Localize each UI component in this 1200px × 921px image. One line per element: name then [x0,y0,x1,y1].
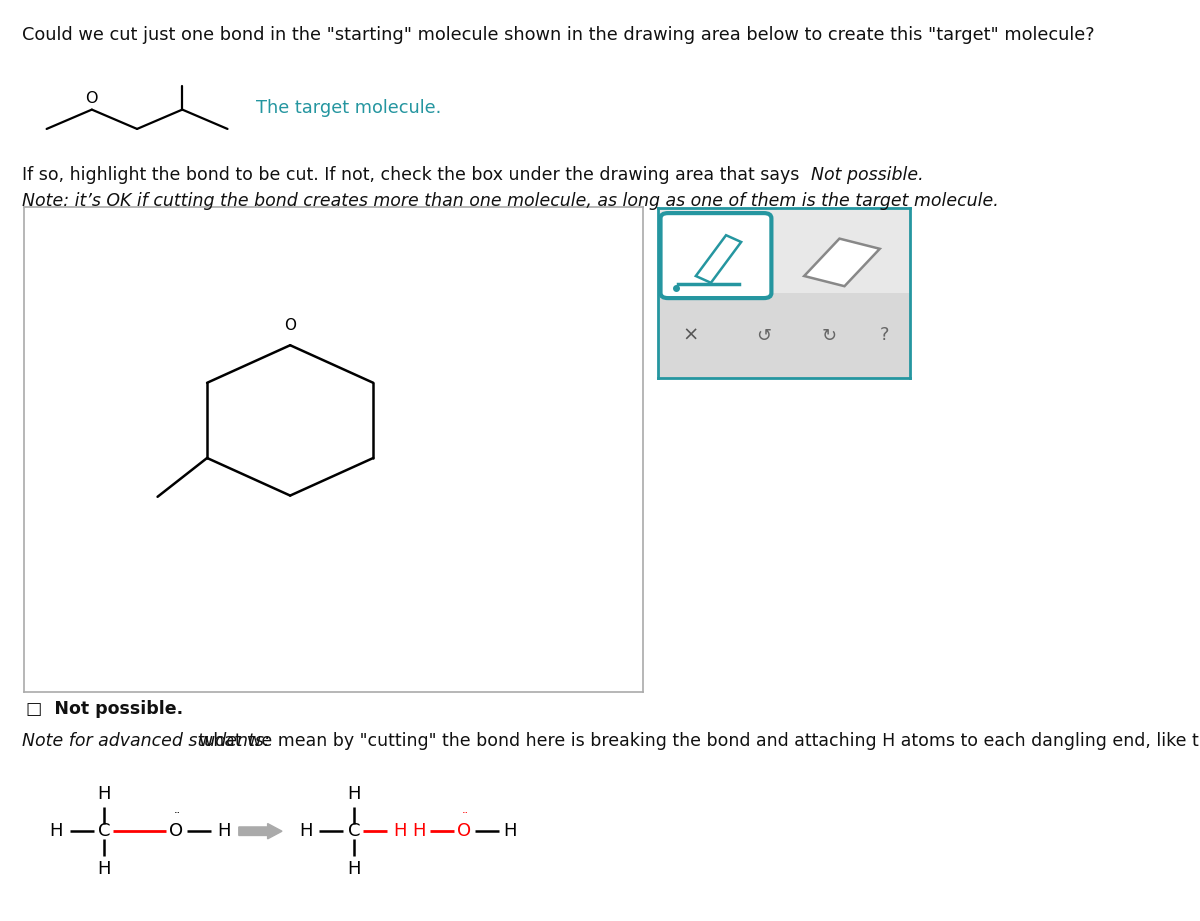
Text: C: C [98,822,110,840]
Text: H: H [392,822,407,840]
Text: H: H [299,822,313,840]
Text: ?: ? [880,327,889,344]
Text: H: H [217,822,232,840]
Text: O: O [457,822,472,840]
Text: ¨: ¨ [173,811,180,824]
Text: ↺: ↺ [756,327,772,344]
Text: H: H [412,822,426,840]
FancyArrow shape [239,823,282,839]
Text: O: O [169,822,184,840]
Bar [658,293,910,378]
Text: Not possible.: Not possible. [811,166,924,184]
Text: C: C [348,822,360,840]
Text: H: H [347,785,361,803]
Text: ¨: ¨ [461,811,468,824]
Text: Could we cut just one bond in the "starting" molecule shown in the drawing area : Could we cut just one bond in the "start… [22,26,1094,44]
Text: O: O [85,91,98,106]
Text: H: H [503,822,517,840]
Polygon shape [696,235,742,283]
Text: what we mean by "cutting" the bond here is breaking the bond and attaching H ato: what we mean by "cutting" the bond here … [199,732,1200,751]
Text: □  Not possible.: □ Not possible. [26,700,184,718]
Text: ↻: ↻ [822,327,836,344]
Text: Note for advanced students:: Note for advanced students: [22,732,275,751]
Text: H: H [347,859,361,878]
Text: O: O [284,318,296,333]
Text: If so, highlight the bond to be cut. If not, check the box under the drawing are: If so, highlight the bond to be cut. If … [22,166,804,184]
Text: The target molecule.: The target molecule. [256,99,440,117]
Text: Note: it’s OK if cutting the bond creates more than one molecule, as long as one: Note: it’s OK if cutting the bond create… [22,192,998,211]
Text: H: H [49,822,64,840]
Text: H: H [97,785,112,803]
Polygon shape [804,239,880,286]
Text: ×: × [683,326,698,345]
FancyBboxPatch shape [660,213,772,298]
Text: H: H [97,859,112,878]
